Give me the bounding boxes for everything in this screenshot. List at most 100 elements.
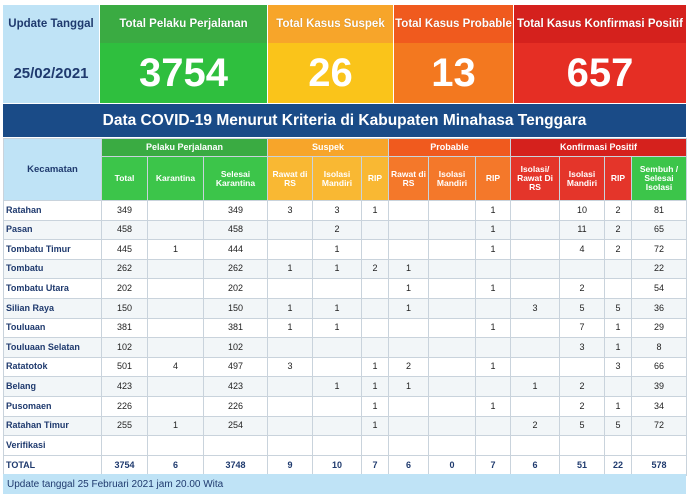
table-cell xyxy=(604,376,633,397)
kecamatan-name: Silian Raya xyxy=(3,297,102,319)
total-cell: 0 xyxy=(428,454,477,476)
total-pelaku-value: 3754 xyxy=(100,43,267,103)
table-cell: 1 xyxy=(312,297,362,319)
table-cell: 11 xyxy=(559,219,606,241)
table-cell xyxy=(147,337,204,358)
table-body: Ratahan 349 349 3 3 1 1 10 2 81 Pasan 458 458 2 1 11 2 65… xyxy=(3,200,688,456)
table-cell: 381 xyxy=(101,317,148,339)
kecamatan-name: Tombatu Utara xyxy=(3,278,102,299)
table-cell xyxy=(267,278,313,299)
total-cell: 578 xyxy=(631,454,688,476)
table-cell xyxy=(312,278,362,299)
table-cell: 445 xyxy=(101,239,148,260)
total-suspek-label: Total Kasus Suspek xyxy=(268,5,393,43)
table-cell xyxy=(312,337,362,358)
table-cell: 3 xyxy=(312,200,362,221)
table-cell xyxy=(312,356,362,378)
kecamatan-name: Tombatu xyxy=(3,258,102,280)
column-header: Karantina xyxy=(147,156,204,201)
table-cell xyxy=(428,200,477,221)
table-cell xyxy=(428,415,477,437)
table-cell xyxy=(428,356,477,378)
column-header: Sembuh / Selesai Isolasi xyxy=(631,156,688,201)
table-cell: 2 xyxy=(388,356,430,378)
column-header: Isolasi Mandiri xyxy=(428,156,477,201)
table-cell xyxy=(360,219,390,241)
table-cell xyxy=(475,258,512,280)
table-cell: 501 xyxy=(101,356,148,378)
table-cell: 5 xyxy=(604,415,633,437)
total-label: TOTAL xyxy=(3,454,102,476)
column-header: Rawat di RS xyxy=(267,156,313,201)
table-cell: 262 xyxy=(101,258,148,280)
total-cell: 7 xyxy=(475,454,512,476)
total-probable-card: Total Kasus Probable 13 xyxy=(394,5,513,103)
column-header: RIP xyxy=(475,156,512,201)
table-cell: 81 xyxy=(631,200,688,221)
table-row: Touluaan 381 381 1 1 1 7 1 29 xyxy=(3,317,688,339)
table-cell xyxy=(388,435,430,456)
table-cell xyxy=(267,219,313,241)
table-cell: 1 xyxy=(312,376,362,397)
kecamatan-name: Touluaan Selatan xyxy=(3,337,102,358)
update-date-card: Update Tanggal 25/02/2021 xyxy=(3,5,99,103)
table-row: Tombatu Utara 202 202 1 1 2 54 xyxy=(3,278,688,299)
table-cell xyxy=(147,200,204,221)
total-cell: 22 xyxy=(604,454,633,476)
table-cell: 4 xyxy=(559,239,606,260)
table-cell: 1 xyxy=(267,258,313,280)
column-header: Isolasi Mandiri xyxy=(312,156,362,201)
table-cell xyxy=(510,435,561,456)
table-cell: 1 xyxy=(360,415,390,437)
total-cell: 6 xyxy=(388,454,430,476)
table-cell: 29 xyxy=(631,317,688,339)
table-cell: 444 xyxy=(203,239,268,260)
total-cell: 6 xyxy=(147,454,204,476)
total-cell: 7 xyxy=(360,454,390,476)
table-cell: 65 xyxy=(631,219,688,241)
table-cell: 1 xyxy=(360,395,390,417)
table-cell xyxy=(267,415,313,437)
table-cell: 1 xyxy=(360,376,390,397)
kecamatan-header: Kecamatan xyxy=(3,138,102,201)
table-cell: 22 xyxy=(631,258,688,280)
table-cell xyxy=(312,395,362,417)
table-cell: 2 xyxy=(604,239,633,260)
kecamatan-name: Verifikasi xyxy=(3,435,102,456)
table-cell: 1 xyxy=(267,317,313,339)
table-cell: 226 xyxy=(101,395,148,417)
table-cell xyxy=(475,376,512,397)
kecamatan-name: Tombatu Timur xyxy=(3,239,102,260)
group-header-probable: Probable xyxy=(388,138,512,157)
table-cell: 1 xyxy=(475,239,512,260)
table-cell xyxy=(360,337,390,358)
table-row: Tombatu 262 262 1 1 2 1 22 xyxy=(3,258,688,280)
table-cell xyxy=(428,297,477,319)
table-cell xyxy=(559,435,606,456)
table-row: Ratatotok 501 4 497 3 1 2 1 3 66 xyxy=(3,356,688,378)
table-cell: 7 xyxy=(559,317,606,339)
table-cell: 39 xyxy=(631,376,688,397)
table-cell: 226 xyxy=(203,395,268,417)
table-cell: 2 xyxy=(559,376,606,397)
table-cell: 1 xyxy=(388,376,430,397)
table-cell xyxy=(428,258,477,280)
table-cell: 1 xyxy=(475,219,512,241)
table-cell xyxy=(147,219,204,241)
summary-cards: Update Tanggal 25/02/2021 Total Pelaku P… xyxy=(3,5,686,103)
table-cell xyxy=(428,239,477,260)
table-cell: 1 xyxy=(312,258,362,280)
table-cell: 1 xyxy=(388,258,430,280)
table-cell xyxy=(559,258,606,280)
table-cell xyxy=(388,317,430,339)
table-cell xyxy=(510,239,561,260)
table-cell: 262 xyxy=(203,258,268,280)
column-header: RIP xyxy=(604,156,633,201)
kecamatan-name: Pusomaen xyxy=(3,395,102,417)
table-cell xyxy=(631,435,688,456)
table-cell xyxy=(267,239,313,260)
table-cell xyxy=(360,317,390,339)
table-cell: 1 xyxy=(312,317,362,339)
table-cell: 2 xyxy=(312,219,362,241)
table-cell: 102 xyxy=(101,337,148,358)
